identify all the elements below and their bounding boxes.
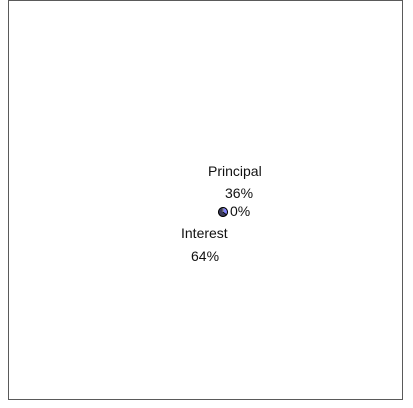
slice-label-principal: Principal	[208, 163, 262, 179]
slice-percent-other: 0%	[230, 203, 251, 219]
slice-percent-interest: 64%	[191, 248, 220, 264]
slice-label-interest: Interest	[181, 225, 228, 241]
pie-chart	[218, 207, 228, 217]
slice-percent-principal: 36%	[225, 185, 254, 201]
chart-frame: Principal 36% 0% Interest 64%	[8, 0, 403, 400]
pie-outline	[218, 207, 228, 217]
